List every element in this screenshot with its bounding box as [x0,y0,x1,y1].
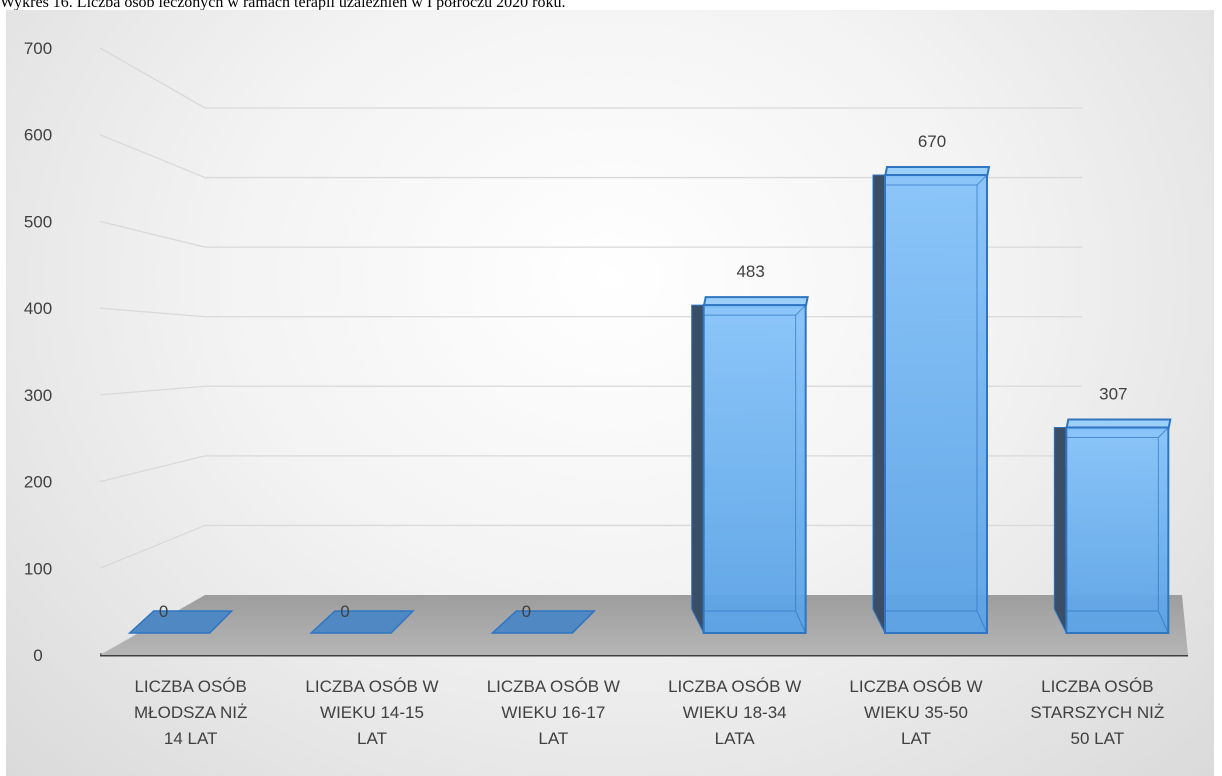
bar-flat [309,610,415,634]
bar [490,610,597,634]
y-tick-label: 200 [24,473,52,492]
x-tick-label: LAT [901,729,931,748]
x-tick-label: WIEKU 35-50 [864,703,968,722]
x-tick-label: 14 LAT [164,729,218,748]
y-tick-label: 0 [33,646,42,665]
x-tick-label: LICZBA OSÓB [1041,677,1153,696]
bar-front [884,174,988,634]
gridline-left-200 [99,455,206,483]
x-tick-label: WIEKU 16-17 [501,703,605,722]
bar-side [872,174,886,634]
x-tick-label: LATA [715,729,756,748]
data-label: 307 [1099,384,1127,403]
x-tick-label: LAT [357,729,387,748]
data-label: 0 [522,602,531,621]
bar-depth-edge [1157,610,1169,634]
bar-depth-edge [1157,427,1169,438]
bar-front [1065,426,1170,634]
bar [127,610,234,634]
bar [872,166,991,634]
chart-floor [100,595,1188,655]
data-label: 670 [918,132,946,151]
y-tick-label: 600 [24,126,52,145]
x-tick-label: LICZBA OSÓB W [668,677,801,696]
bar-front [702,304,807,634]
x-tick-label: LICZBA OSÓB W [487,677,620,696]
bar [691,296,809,634]
bar-inner-edge [885,184,978,612]
gridlines [99,47,1188,657]
x-tick-label: LICZBA OSÓB W [849,677,982,696]
bar-depth-edge [976,610,988,634]
y-tick-label: 300 [24,386,52,405]
bar-depth-edge [795,610,807,634]
gridline-left-400 [99,307,206,318]
x-tick-label: LICZBA OSÓB W [305,677,438,696]
bar-depth-edge [976,174,988,186]
x-tick-label: WIEKU 14-15 [320,703,424,722]
y-tick-label: 400 [24,299,52,318]
y-axis-ticks: 0 100 200 300 400 500 600 700 [24,39,52,665]
bar-side [691,304,705,634]
floor-plane [100,595,1188,655]
gridline-left-700 [99,47,206,109]
gridline-left-500 [99,220,206,248]
x-tick-label: 50 LAT [1071,729,1125,748]
x-tick-label: LAT [538,729,568,748]
gridline-left-300 [99,385,206,396]
bar-flat [490,610,597,634]
y-tick-label: 700 [24,39,52,58]
bar-side [1053,426,1067,634]
data-label: 0 [340,602,349,621]
bar [309,610,415,634]
y-tick-label: 100 [24,559,52,578]
bars [127,166,1172,634]
gridline-left-100 [99,524,206,569]
x-tick-label: LICZBA OSÓB [134,677,246,696]
gridline-left-600 [99,134,206,179]
x-tick-label: STARSZYCH NIŻ [1030,703,1164,722]
data-labels: 0 0 0 483 670 307 [159,132,1128,621]
x-tick-label: WIEKU 18-34 [683,703,787,722]
x-tick-label: MŁODSZA NIŻ [134,703,247,722]
bar-inner-edge [703,314,797,612]
x-axis-labels: LICZBA OSÓB MŁODSZA NIŻ 14 LAT LICZBA OSÓB … [134,677,1164,748]
data-label: 0 [159,602,168,621]
data-label: 483 [736,262,764,281]
figure-caption: Wykres 16. Liczba osób leczonych w ramac… [0,0,566,11]
bar-depth-edge [795,304,807,316]
bar-inner-edge [1066,436,1159,612]
bar-flat [127,610,234,634]
y-tick-label: 500 [24,212,52,231]
bar [1053,418,1172,634]
